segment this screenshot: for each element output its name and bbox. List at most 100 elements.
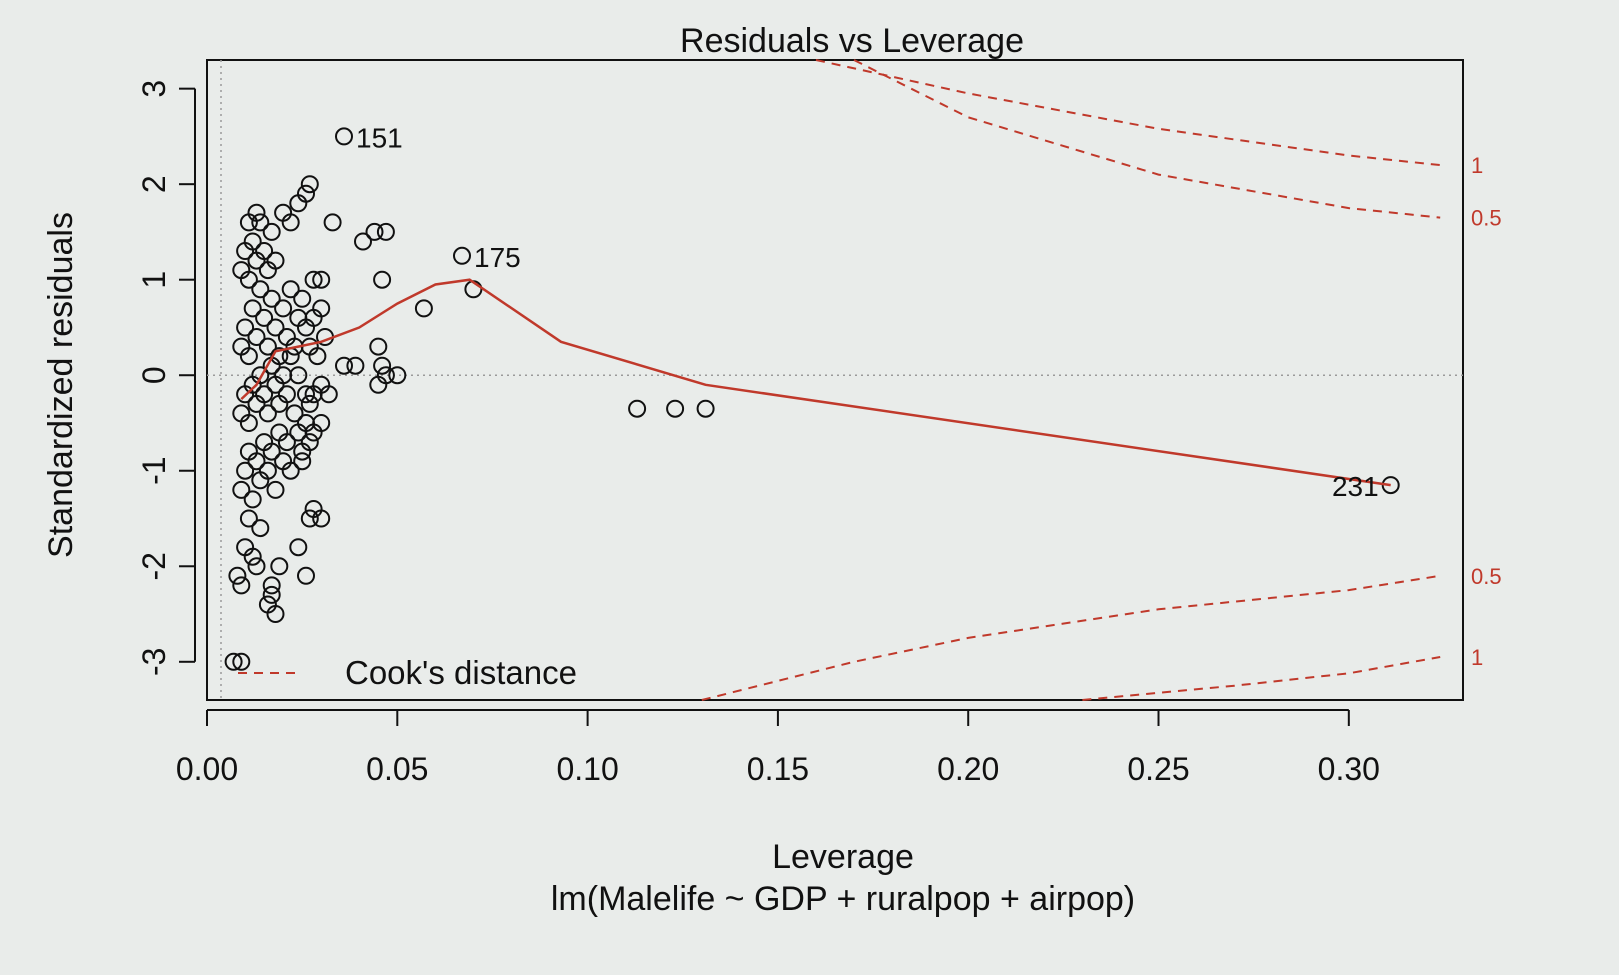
data-point — [255, 385, 274, 404]
chart-title: Residuals vs Leverage — [680, 22, 1024, 60]
x-tick-label: 0.00 — [176, 751, 238, 787]
data-point — [293, 289, 312, 308]
data-point — [262, 576, 281, 595]
x-tick-label: 0.20 — [937, 751, 999, 787]
data-point — [335, 356, 353, 375]
data-point — [251, 213, 270, 232]
data-point — [239, 509, 258, 528]
data-point — [453, 246, 471, 265]
y-tick-label: 3 — [136, 80, 172, 98]
smooth-line — [240, 278, 1391, 487]
x-tick-label: 0.15 — [747, 751, 809, 787]
data-point — [666, 399, 685, 418]
data-point — [312, 509, 331, 528]
data-point — [365, 222, 384, 241]
data-point — [236, 318, 255, 337]
data-point — [281, 213, 300, 232]
data-point — [255, 242, 274, 260]
point-label-151: 151 — [356, 122, 403, 153]
data-point — [243, 490, 262, 509]
data-point — [262, 442, 281, 461]
x-axis-label: Leverage — [772, 838, 914, 876]
data-point — [312, 299, 331, 318]
data-point — [289, 538, 308, 557]
data-point — [414, 299, 433, 318]
data-point — [266, 480, 285, 499]
x-tick-label: 0.05 — [366, 751, 428, 787]
cooks-distance-lines: 1 0.5 0.5 1 — [701, 59, 1502, 701]
y-tick-label: 2 — [136, 175, 172, 193]
data-point — [251, 280, 270, 299]
data-point — [312, 414, 331, 432]
data-point — [369, 337, 388, 356]
data-point — [297, 566, 315, 585]
legend: Cook's distance — [238, 654, 577, 691]
data-point — [293, 452, 312, 471]
data-point — [232, 652, 251, 671]
cooks-line-3 — [1082, 656, 1441, 701]
data-point — [228, 566, 247, 585]
data-point — [247, 328, 266, 346]
data-point — [266, 605, 285, 623]
data-point — [277, 385, 296, 404]
data-point — [266, 251, 285, 270]
data-point — [274, 299, 293, 318]
data-point — [262, 222, 281, 241]
data-point — [373, 356, 392, 375]
y-tick-label: 0 — [136, 366, 172, 384]
x-axis: 0.00 0.05 0.10 0.15 0.20 0.25 0.30 — [176, 709, 1380, 787]
data-point — [323, 213, 342, 232]
cooks-line-label-2: 0.5 — [1471, 564, 1502, 589]
x-tick-label: 0.25 — [1127, 751, 1189, 787]
data-point — [251, 519, 270, 538]
plot-area-group: 1 0.5 0.5 1 151 175 231 — [206, 59, 1502, 701]
cooks-line-label-0: 1 — [1471, 153, 1483, 178]
data-point — [696, 399, 715, 418]
y-tick-label: -3 — [136, 648, 172, 676]
data-point — [281, 461, 300, 480]
data-point — [277, 433, 296, 452]
data-point — [354, 232, 372, 251]
legend-label-cooks: Cook's distance — [345, 654, 577, 691]
cooks-line-label-1: 0.5 — [1471, 206, 1502, 231]
data-point — [251, 366, 270, 385]
data-point — [388, 366, 407, 385]
data-point — [312, 270, 331, 289]
data-point — [255, 308, 274, 327]
data-point — [243, 299, 262, 318]
data-point — [232, 480, 251, 499]
plot-frame — [206, 59, 1464, 701]
data-point — [247, 557, 266, 576]
data-point — [289, 366, 308, 385]
y-axis: -3 -2 -1 0 1 2 3 — [136, 80, 196, 676]
data-point — [236, 461, 255, 480]
point-label-231: 231 — [1332, 471, 1379, 502]
y-axis-label: Standardized residuals — [42, 212, 80, 558]
data-point — [247, 452, 266, 471]
data-point — [304, 270, 323, 289]
data-point — [628, 399, 647, 418]
data-point — [300, 509, 319, 528]
y-tick-label: 1 — [136, 271, 172, 289]
cooks-line-2 — [701, 574, 1441, 701]
data-point — [239, 347, 258, 366]
data-point — [266, 318, 285, 337]
data-point — [258, 461, 277, 480]
data-point — [262, 289, 281, 308]
data-point — [270, 347, 289, 366]
data-point — [243, 232, 262, 251]
data-point — [258, 404, 277, 423]
data-point — [258, 337, 277, 356]
data-points — [224, 127, 1400, 671]
data-point — [300, 394, 319, 413]
data-point — [281, 280, 300, 299]
x-tick-label: 0.30 — [1318, 751, 1380, 787]
data-point — [346, 356, 365, 375]
data-point — [262, 585, 281, 604]
data-point — [232, 576, 251, 595]
data-point — [376, 222, 395, 241]
data-point — [297, 385, 315, 404]
point-labels: 151 175 231 — [356, 122, 1379, 502]
